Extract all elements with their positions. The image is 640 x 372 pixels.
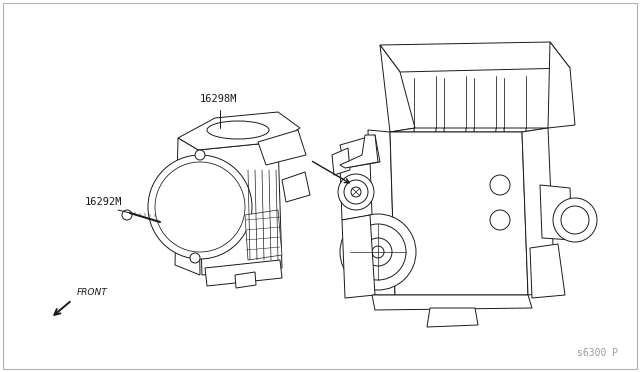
Ellipse shape bbox=[122, 210, 132, 220]
Ellipse shape bbox=[190, 253, 200, 263]
Ellipse shape bbox=[344, 180, 368, 204]
Ellipse shape bbox=[340, 214, 416, 290]
Polygon shape bbox=[368, 130, 395, 295]
Polygon shape bbox=[380, 42, 570, 72]
Polygon shape bbox=[540, 185, 572, 240]
Ellipse shape bbox=[195, 150, 205, 160]
Polygon shape bbox=[530, 244, 565, 298]
Ellipse shape bbox=[148, 155, 252, 259]
Ellipse shape bbox=[561, 206, 589, 234]
Polygon shape bbox=[342, 215, 375, 298]
Text: 16298M: 16298M bbox=[200, 94, 237, 104]
Polygon shape bbox=[332, 148, 350, 175]
Text: FRONT: FRONT bbox=[77, 288, 108, 297]
Polygon shape bbox=[198, 142, 282, 275]
Ellipse shape bbox=[338, 174, 374, 210]
Polygon shape bbox=[235, 272, 256, 288]
Text: s6300 P: s6300 P bbox=[577, 348, 618, 358]
Polygon shape bbox=[340, 135, 378, 168]
Polygon shape bbox=[390, 132, 528, 295]
Ellipse shape bbox=[364, 238, 392, 266]
Polygon shape bbox=[175, 138, 200, 275]
Ellipse shape bbox=[372, 246, 384, 258]
Polygon shape bbox=[390, 128, 548, 132]
Ellipse shape bbox=[490, 175, 510, 195]
Polygon shape bbox=[522, 128, 555, 295]
Polygon shape bbox=[427, 308, 478, 327]
Ellipse shape bbox=[553, 198, 597, 242]
Polygon shape bbox=[205, 260, 282, 286]
Ellipse shape bbox=[350, 224, 406, 280]
Polygon shape bbox=[380, 45, 415, 132]
Polygon shape bbox=[282, 172, 310, 202]
Ellipse shape bbox=[351, 187, 361, 197]
Polygon shape bbox=[178, 112, 300, 150]
Text: 16292M: 16292M bbox=[85, 197, 122, 207]
Polygon shape bbox=[340, 135, 380, 168]
Ellipse shape bbox=[490, 210, 510, 230]
Polygon shape bbox=[372, 295, 532, 310]
Polygon shape bbox=[548, 42, 575, 128]
Polygon shape bbox=[258, 130, 306, 165]
Ellipse shape bbox=[155, 162, 245, 252]
Polygon shape bbox=[340, 160, 372, 220]
Polygon shape bbox=[245, 210, 282, 260]
Ellipse shape bbox=[207, 121, 269, 139]
